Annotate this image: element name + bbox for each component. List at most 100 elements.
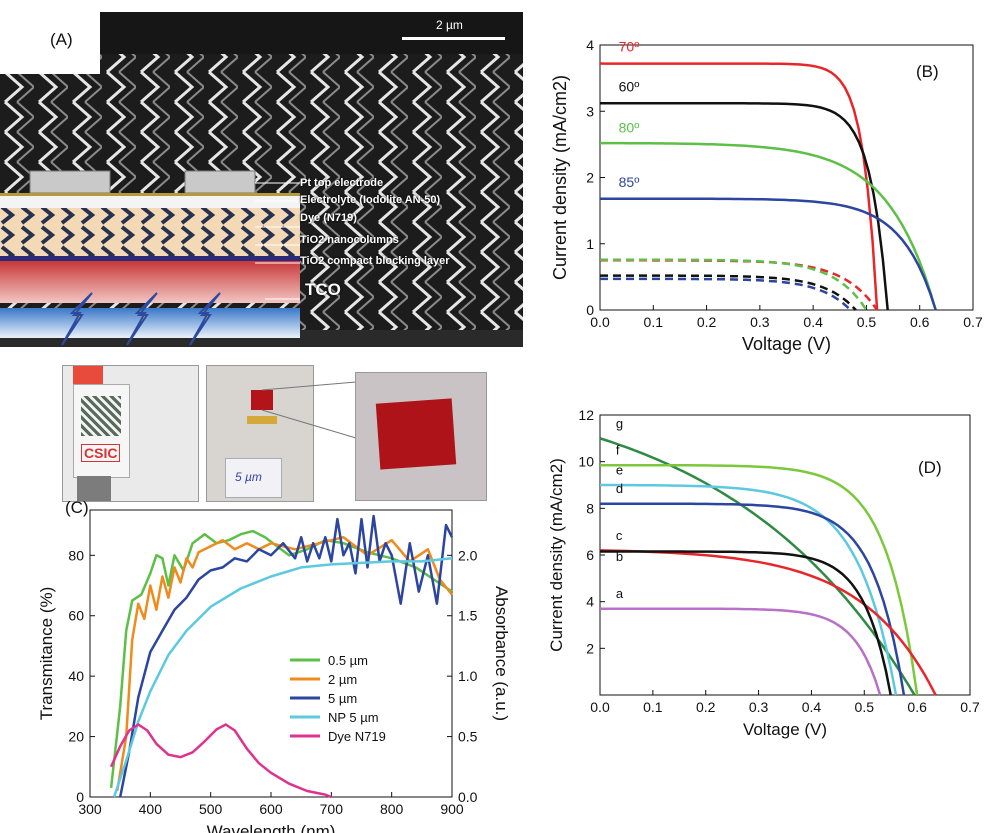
chart-d-x-tick-label: 0.1: [643, 699, 663, 715]
chart-c-x-tick-label: 800: [380, 801, 404, 817]
chart-c-y-tick-label: 60: [68, 608, 84, 624]
chart-d-y-axis-label: Current density (mA/cm2): [547, 458, 566, 652]
chart-c-y-right-axis-label: Absorbance (a.u.): [492, 586, 511, 721]
sem-image: [0, 12, 523, 347]
sem-zigzag-pattern: [0, 12, 523, 347]
chart-c-legend-label: 5 µm: [328, 691, 357, 706]
chart-d-y-tick-label: 8: [586, 500, 594, 516]
chart-c-legend-label: Dye N719: [328, 729, 386, 744]
scale-bar-label: 2 µm: [436, 18, 463, 32]
chart-c-series-line: [115, 535, 453, 792]
chart-b-series-label: 70º: [619, 39, 640, 55]
chart-d-y-tick-label: 10: [578, 454, 594, 470]
chart-d: 0.0 0.1 0.2 0.3 0.4 0.5 0.6 0.7 2 4 6 8 10 12 Voltage …: [547, 407, 980, 739]
chart-b-series-line: [599, 62, 879, 311]
chart-d-x-tick-label: 0.5: [855, 699, 875, 715]
chart-d-x-tick-label: 0.0: [590, 699, 610, 715]
chart-c-x-tick-label: 600: [259, 801, 283, 817]
chart-d-series-label: b: [616, 549, 623, 564]
chart-c-y-right-tick-label: 0.0: [458, 789, 478, 805]
chart-b-x-tick-label: 0.1: [644, 314, 664, 330]
chart-c-legend-label: 2 µm: [328, 672, 357, 687]
chart-b-x-tick-label: 0.7: [963, 314, 983, 330]
chart-c-y-right-tick-label: 1.0: [458, 668, 478, 684]
chart-c-y-right-tick-label: 0.5: [458, 729, 478, 745]
chart-d-series-label: g: [616, 416, 623, 431]
chart-b-series-label: 85º: [619, 174, 640, 190]
chart-b-x-tick-label: 0.6: [910, 314, 930, 330]
chart-d-series-line: [600, 550, 892, 696]
chart-b-series-label: 60º: [619, 78, 640, 94]
chart-c-x-tick-label: 300: [78, 801, 102, 817]
layer-label-tco: TCO: [305, 280, 341, 299]
chart-c-y-tick-label: 0: [76, 789, 84, 805]
chart-d-series-label: d: [616, 481, 623, 496]
chart-d-series-line: [600, 463, 919, 696]
chart-c-series-line: [118, 514, 454, 798]
chart-d-series-label: c: [616, 528, 623, 543]
chart-b-x-tick-label: 0.3: [750, 314, 770, 330]
chart-d-x-tick-label: 0.2: [696, 699, 716, 715]
chart-d-x-tick-label: 0.3: [749, 699, 769, 715]
layer-label-electrolyte: Electrolyte (Iodolite AN-50): [300, 194, 441, 206]
chart-c-plot-frame: [89, 509, 453, 798]
chart-b-series-line: [600, 274, 857, 311]
chart-d-series-line: [599, 437, 916, 696]
chart-c-legend-label: 0.5 µm: [328, 653, 368, 668]
chart-b-y-axis-label: Current density (mA/cm2): [550, 75, 570, 280]
device-photo-zoom: [355, 372, 487, 501]
chart-c-x-tick-label: 400: [139, 801, 163, 817]
zoom-connector-lines: [261, 381, 357, 439]
chart-d-series-line: [600, 502, 906, 696]
chart-d-series-label: a: [616, 586, 624, 601]
chart-b-y-tick-label: 0: [586, 302, 594, 318]
scale-bar: [402, 37, 505, 40]
panel-label-a: (A): [50, 30, 73, 49]
chart-d-y-tick-label: 12: [578, 407, 594, 423]
chart-c-y-tick-label: 20: [68, 729, 84, 745]
panel-label-b: (B): [916, 62, 939, 81]
chart-b-y-tick-label: 2: [586, 170, 594, 186]
chart-c-series-line: [112, 557, 453, 798]
chart-b-x-axis-label: Voltage (V): [742, 334, 831, 354]
chart-d-y-tick-label: 6: [586, 547, 594, 563]
chart-b-x-tick-label: 0.4: [803, 314, 823, 330]
chart-c-y-right-tick-label: 1.5: [458, 608, 478, 624]
chart-b-y-tick-label: 4: [586, 37, 594, 53]
chart-b-y-tick-label: 1: [586, 236, 594, 252]
photo-handwriting: 5 µm: [235, 470, 262, 484]
chart-c-x-tick-label: 900: [440, 801, 464, 817]
layer-label-dye: Dye (N719): [300, 212, 357, 224]
device-schematic: [0, 170, 300, 346]
panel-label-c: (C): [65, 498, 89, 517]
chart-c-x-tick-label: 500: [199, 801, 223, 817]
chart-b: 0.0 0.1 0.2 0.3 0.4 0.5 0.6 0.7 0 1 2 3 4 Voltage (V)…: [550, 37, 983, 354]
chart-c-y-axis-label: Transmitance (%): [37, 587, 56, 721]
chart-d-y-tick-label: 4: [586, 594, 594, 610]
chart-b-series-line: [600, 102, 889, 311]
chart-b-series-line: [599, 258, 868, 311]
chart-d-series-label: e: [616, 463, 623, 478]
logo-tree-icon: [81, 396, 121, 436]
chart-b-plot-frame: [599, 44, 974, 311]
chart-b-x-tick-label: 0.5: [857, 314, 877, 330]
layer-label-pt: Pt top electrode: [300, 177, 384, 189]
csic-logo: CSIC: [81, 444, 121, 462]
chart-b-series-line: [600, 277, 852, 311]
chart-b-series-line: [600, 259, 879, 311]
chart-b-series-label: 80º: [619, 119, 640, 135]
chart-d-x-axis-label: Voltage (V): [743, 720, 827, 739]
chart-d-x-tick-label: 0.4: [802, 699, 822, 715]
light-icon: [61, 292, 221, 346]
layer-label-nanocolumns: TiO2 nanocolumns: [300, 234, 399, 246]
chart-d-series-line: [600, 607, 882, 696]
device-photo-2: 5 µm: [206, 365, 314, 502]
chart-d-series-label: f: [616, 443, 620, 458]
chart-b-x-tick-label: 0.2: [697, 314, 717, 330]
chart-d-x-tick-label: 0.6: [907, 699, 927, 715]
chart-c-series-line: [109, 723, 332, 799]
chart-d-y-tick-label: 2: [586, 640, 594, 656]
panel-label-d: (D): [918, 458, 942, 477]
device-photo-1: CSIC: [62, 365, 199, 502]
layer-label-blocking: TiO2 compact blocking layer: [300, 255, 450, 267]
